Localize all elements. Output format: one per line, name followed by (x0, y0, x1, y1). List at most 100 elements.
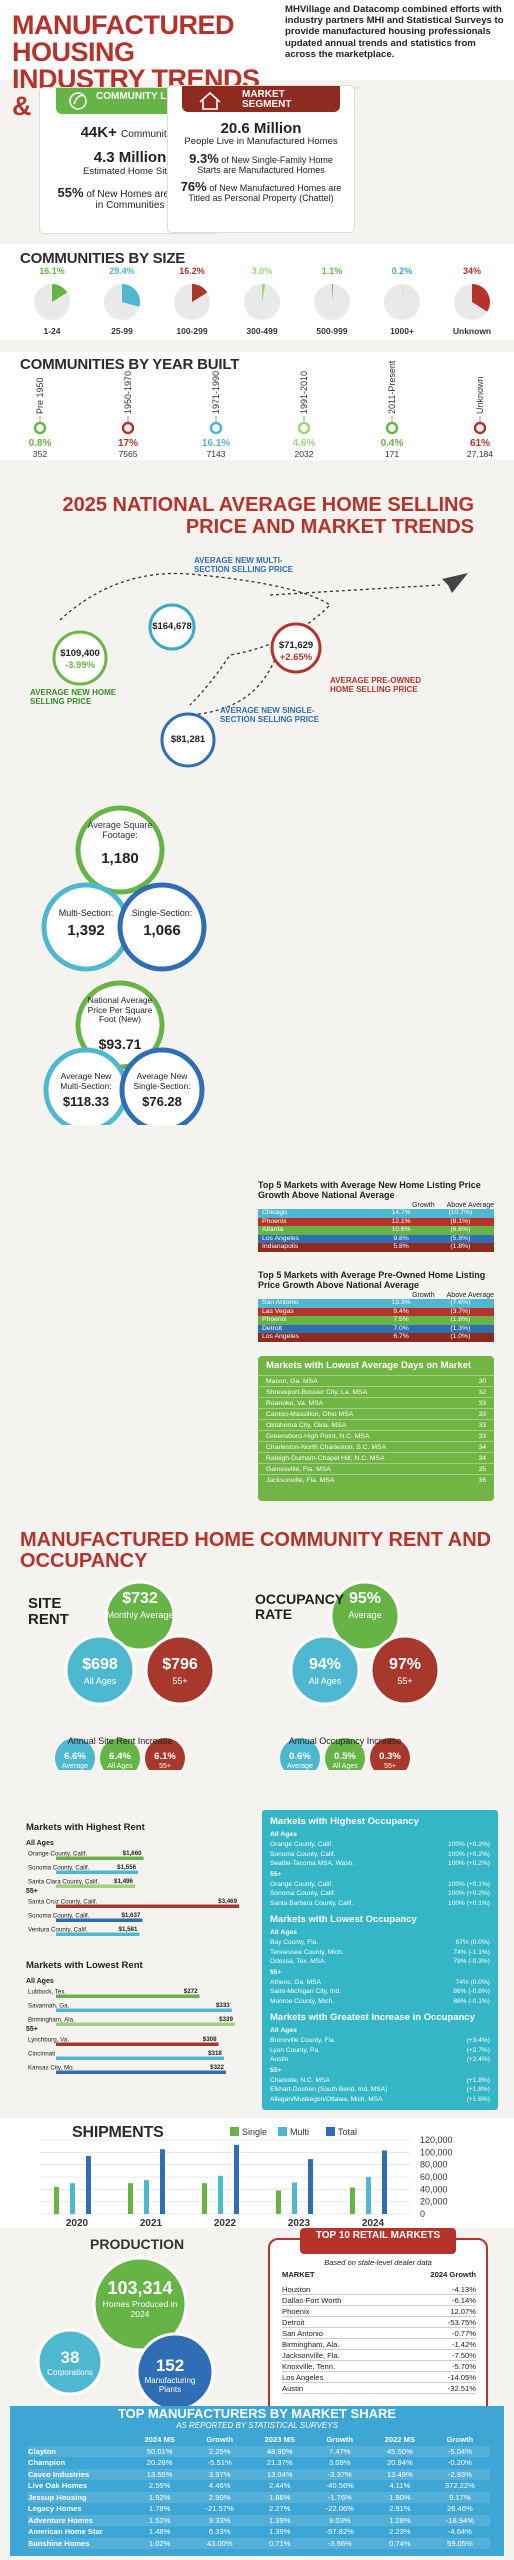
pie-category-label: 500-999 (316, 326, 347, 336)
mfr-cell: 372.22% (444, 2481, 475, 2490)
mfr-cell: 43.00% (206, 2538, 233, 2548)
pie-category-label: 1-24 (43, 326, 60, 336)
pie-category-label: 25-99 (111, 326, 133, 336)
rent-monthly: $732 (122, 1590, 158, 1607)
top5-pre-col1: Growth (412, 1292, 435, 1299)
pie-slice (192, 284, 208, 302)
rent-bar-category: Birmingham, Ala. (28, 2017, 75, 2024)
occ-55-label: 55+ (397, 1676, 413, 1686)
retail-market: Detroit (282, 2318, 305, 2327)
year-count-label: 7143 (207, 449, 226, 459)
header: MANUFACTURED HOUSING INDUSTRY TRENDS & S… (0, 0, 514, 120)
rent-inc-55: 6.1% (154, 1751, 176, 1762)
lowest-days-value: 30 (478, 1378, 486, 1385)
lowest-days-market: Oklahoma City, Okla. MSA (266, 1422, 347, 1429)
occ-inc-avg: 0.6% (289, 1751, 311, 1762)
rent-bar (56, 1994, 200, 1998)
rent-group-label: All Ages (26, 1978, 54, 1985)
shipment-bar (144, 2180, 149, 2214)
mfr-cell: 9.17% (449, 2492, 471, 2502)
rent-bar-value: $1,496 (114, 1878, 133, 1885)
mfr-cell: 1.28% (389, 2515, 411, 2525)
ppsf-single: $76.28 (142, 1094, 182, 1109)
year-built-chart: Pre 1950 0.8%352 1950-1970 17%7565 1971-1990… (29, 360, 494, 459)
occ-panel-value: (+2.4%) (466, 2056, 490, 2063)
mfr-cell: Live Oak Homes (28, 2481, 88, 2490)
market-segment-stats: 20.6 Million People Live in Manufactured… (178, 120, 344, 204)
mfr-cell: Adventure Homes (28, 2515, 93, 2525)
occ-panel-market: Sonoma County, Calif. (270, 1850, 336, 1858)
mfr-cell: 4.46% (208, 2481, 231, 2490)
mfr-cell: Cavco Industries (28, 2469, 90, 2479)
top5-cell: (6.6%) (450, 1226, 471, 1234)
pie-4 (244, 284, 280, 320)
occ-panel-market: Charlotte, N.C. MSA (270, 2076, 330, 2084)
rent-bar-value: $308 (203, 2036, 217, 2043)
rent-group-label: All Ages (26, 1840, 54, 1847)
mfr-row: Adventure Homes 1.52% 9.33% 1.39% 9.03% 1.28%… (28, 2514, 490, 2526)
occ-inc-55: 0.3% (379, 1751, 401, 1762)
mfr-cell: 0.71% (268, 2538, 291, 2548)
mfr-cell: -3.37% (327, 2469, 352, 2479)
rent-bar-category: Ventura County, Calif. (28, 1927, 88, 1934)
mfr-row: Clayton 50.01% 2.25% 48.90% 7.47% 45.50% -5.04… (28, 2445, 490, 2457)
mfr-cell: -18.94% (445, 2515, 475, 2525)
top5-cell: (8.1%) (450, 1217, 471, 1225)
top5-new-col1: Growth (412, 1202, 435, 1209)
occ-panel-row: Tennessee County, Mich. 74% (-1.1%) (262, 1948, 498, 1958)
occ-all: 94% (308, 1656, 342, 1673)
occ-panel-row: Bronxville County, Fla. (+3.4%) (262, 2036, 498, 2046)
y-tick-label: 0 (420, 2209, 425, 2219)
occ-panel-value: (+2.7%) (466, 2046, 490, 2054)
mfr-cell: 13.49% (386, 2469, 413, 2479)
rent-bar (56, 1884, 135, 1888)
retail-row: Dallas-Fort Worth -6.14% (282, 2295, 476, 2306)
mfr-cell: 21.37% (266, 2458, 293, 2467)
mfr-cell: 3.97% (208, 2469, 231, 2479)
communities-placed: 55% of New Homes are Placed in Communiti… (57, 185, 203, 211)
occ-panel-market: Saint-Michigan City, Ind. (270, 1988, 341, 1995)
shipment-bar (86, 2156, 91, 2214)
occ-panel-market: Allegan/Muskegon/Ottawa, Mich. MSA (270, 2095, 383, 2103)
mfr-cell: Clayton (28, 2446, 56, 2456)
occ-panel-subheading: All Ages (270, 1929, 297, 1936)
retail-row: Jacksonville, Fla. -7.50% (282, 2350, 476, 2361)
rent-bar-category: Lynchburg, Va. (28, 2037, 69, 2044)
occ-panel-market: Sonoma County, Calif. (270, 1890, 336, 1897)
lowest-days-row: Roanoke, Va. MSA 33 (258, 1397, 494, 1408)
retail-growth: -14.05% (447, 2373, 476, 2382)
lowest-days-row: Oklahoma City, Okla. MSA 33 (258, 1419, 494, 1430)
mfr-cell: 2.91% (389, 2504, 411, 2513)
top5-new-col2: Above Average (446, 1202, 494, 1209)
mfr-cell: 0.74% (389, 2538, 411, 2548)
top5-cell: 5.8% (393, 1243, 409, 1251)
shipments-band: SHIPMENTS Single Multi Total 120,000 100,000… (0, 2118, 514, 2228)
top5-row: Las Vegas 9.4% (3.7%) (258, 1307, 494, 1317)
occ-inc-55-label: 55+ (384, 1763, 396, 1770)
mfr-header-cell: 2023 MS (264, 2435, 295, 2444)
pie-slice (262, 284, 266, 302)
chattel-stat: 76% of New Manufactured Homes are Titled… (180, 178, 342, 204)
lowest-days-value: 33 (478, 1433, 486, 1440)
legend-label: Single (242, 2127, 267, 2137)
occ-panel-market: Lyon County, Pa. (270, 2046, 320, 2054)
pie-5 (314, 284, 350, 320)
legend-label: Multi (290, 2127, 309, 2137)
year-count-label: 352 (33, 449, 47, 459)
occ-panel-row: Orange County, Calif. 100% (+0.1%) (262, 1880, 498, 1890)
top5-row: Phoenix 7.5% (1.8%) (258, 1316, 494, 1325)
retail-row: Houston -4.13% (282, 2284, 476, 2295)
occ-panel-market: Bay County, Fla. (270, 1939, 319, 1946)
retail-growth: -53.75% (447, 2318, 476, 2327)
top10-retail-panel: TOP 10 RETAIL MARKETS Based on state-lev… (268, 2228, 488, 2418)
occ-panel-value: (+1.6%) (466, 2095, 490, 2103)
occ-panel-market: Austin (270, 2056, 289, 2063)
manufacturers-title: TOP MANUFACTURERS BY MARKET SHARE (10, 2406, 504, 2421)
mfr-cell: 1.86% (268, 2492, 291, 2502)
mfr-cell: 2.44% (268, 2481, 291, 2490)
sqft-single: 1,066 (143, 922, 181, 939)
shipment-bar (128, 2183, 133, 2214)
rent-inc-all: 6.4% (109, 1751, 131, 1762)
retail-growth: 12.07% (450, 2307, 476, 2316)
